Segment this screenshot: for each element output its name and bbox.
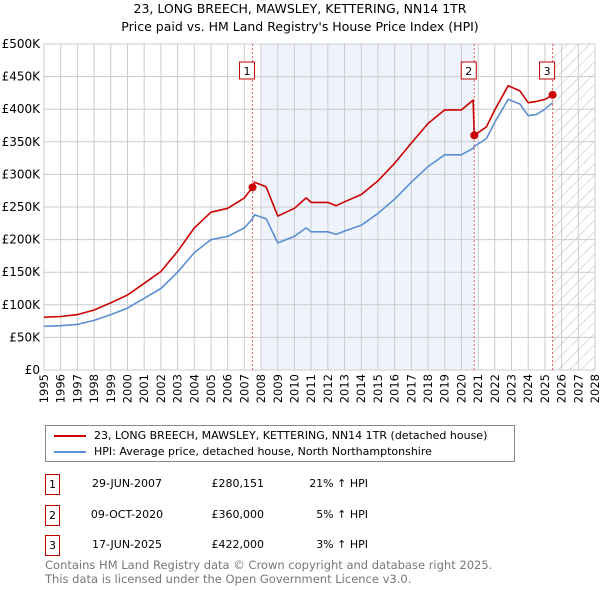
transaction-hpi-diff: 3% ↑ HPI [316, 538, 368, 551]
x-tick-label: 2026 [555, 374, 569, 403]
x-tick-label: 2017 [404, 374, 418, 403]
x-tick-label: 2019 [438, 374, 452, 403]
x-tick-label: 2023 [505, 374, 519, 403]
transaction-hpi-diff: 21% ↑ HPI [309, 477, 368, 490]
y-tick-label: £100K [2, 298, 42, 312]
x-tick-label: 2005 [204, 374, 218, 403]
x-tick-label: 2008 [254, 374, 268, 403]
sale-label-box [460, 61, 477, 80]
y-tick-label: £150K [2, 265, 42, 279]
sale-label: 2 [465, 65, 472, 78]
x-tick-label: 2009 [271, 374, 285, 403]
x-tick-label: 1996 [54, 374, 68, 403]
x-tick-label: 2002 [154, 374, 168, 403]
x-tick-label: 2020 [454, 374, 468, 403]
transaction-number: 1 [45, 474, 60, 495]
legend-hpi-label: HPI: Average price, detached house, Nort… [94, 445, 432, 458]
y-tick-label: £250K [2, 200, 42, 214]
x-tick-label: 2022 [488, 374, 502, 403]
x-tick-label: 1998 [87, 374, 101, 403]
footer-licence: This data is licensed under the Open Gov… [45, 572, 412, 586]
x-tick-label: 2006 [221, 374, 235, 403]
x-tick-label: 2027 [571, 374, 585, 403]
x-tick-label: 2018 [421, 374, 435, 403]
transaction-price: £422,000 [211, 538, 265, 551]
x-tick-label: 1995 [37, 374, 51, 403]
transaction-date: 29-JUN-2007 [91, 477, 163, 490]
x-tick-label: 2014 [354, 374, 368, 403]
x-tick-label: 2013 [338, 374, 352, 403]
x-tick-label: 2007 [237, 374, 251, 403]
legend-property-label: 23, LONG BREECH, MAWSLEY, KETTERING, NN1… [94, 429, 488, 442]
sale-label: 3 [544, 65, 551, 78]
property-price-line [43, 84, 554, 318]
y-tick-label: £0 [25, 363, 40, 377]
x-tick-label: 2000 [120, 374, 134, 403]
transaction-price: £360,000 [211, 508, 265, 521]
x-tick-label: 2004 [187, 374, 201, 403]
x-tick-label: 2016 [388, 374, 402, 403]
y-tick-label: £450K [2, 70, 42, 84]
legend: 23, LONG BREECH, MAWSLEY, KETTERING, NN1… [45, 425, 515, 462]
x-tick-label: 2015 [371, 374, 385, 403]
footer-copyright: Contains HM Land Registry data © Crown c… [45, 558, 493, 572]
transaction-row: 2 09-OCT-2020 £360,000 5% ↑ HPI [45, 505, 445, 527]
x-tick-label: 2025 [538, 374, 552, 403]
transaction-price: £280,151 [211, 477, 265, 490]
x-tick-label: 2010 [287, 374, 301, 403]
sale-point [248, 183, 257, 192]
sale-label: 1 [244, 65, 251, 78]
x-tick-label: 1997 [70, 374, 84, 403]
sale-point [470, 131, 479, 140]
chart-subtitle: Price paid vs. HM Land Registry's House … [121, 19, 479, 34]
transaction-row: 3 17-JUN-2025 £422,000 3% ↑ HPI [45, 535, 445, 557]
x-tick-label: 1999 [104, 374, 118, 403]
sale-point [548, 90, 557, 99]
legend-hpi-swatch [54, 451, 86, 453]
chart-title: 23, LONG BREECH, MAWSLEY, KETTERING, NN1… [133, 1, 467, 16]
x-tick-label: 2003 [171, 374, 185, 403]
y-tick-label: £400K [2, 102, 42, 116]
x-tick-label: 2012 [321, 374, 335, 403]
transaction-number: 2 [45, 505, 60, 526]
transaction-date: 09-OCT-2020 [90, 508, 164, 521]
y-tick-label: £200K [2, 233, 42, 247]
y-tick-label: £350K [2, 135, 42, 149]
y-tick-label: £500K [2, 37, 42, 51]
transaction-row: 1 29-JUN-2007 £280,151 21% ↑ HPI [45, 474, 445, 496]
chart-plot: 1 2 3 £0 £50K £100K £150K £200K £250K £300K £350K £… [2, 37, 600, 403]
sale-label-box [239, 61, 256, 80]
hpi-line [43, 98, 554, 328]
x-tick-label: 2001 [137, 374, 151, 403]
y-tick-label: £300K [2, 167, 42, 181]
y-tick-label: £50K [9, 330, 41, 344]
plot-border [43, 43, 596, 371]
transaction-date: 17-JUN-2025 [91, 538, 163, 551]
x-tick-label: 2021 [471, 374, 485, 403]
transaction-number: 3 [45, 535, 60, 556]
sale-label-box [539, 61, 556, 80]
x-tick-label: 2028 [588, 374, 600, 403]
x-tick-label: 2011 [304, 374, 318, 403]
transaction-hpi-diff: 5% ↑ HPI [316, 508, 368, 521]
x-tick-label: 2024 [521, 374, 535, 403]
legend-property-swatch [54, 435, 86, 437]
